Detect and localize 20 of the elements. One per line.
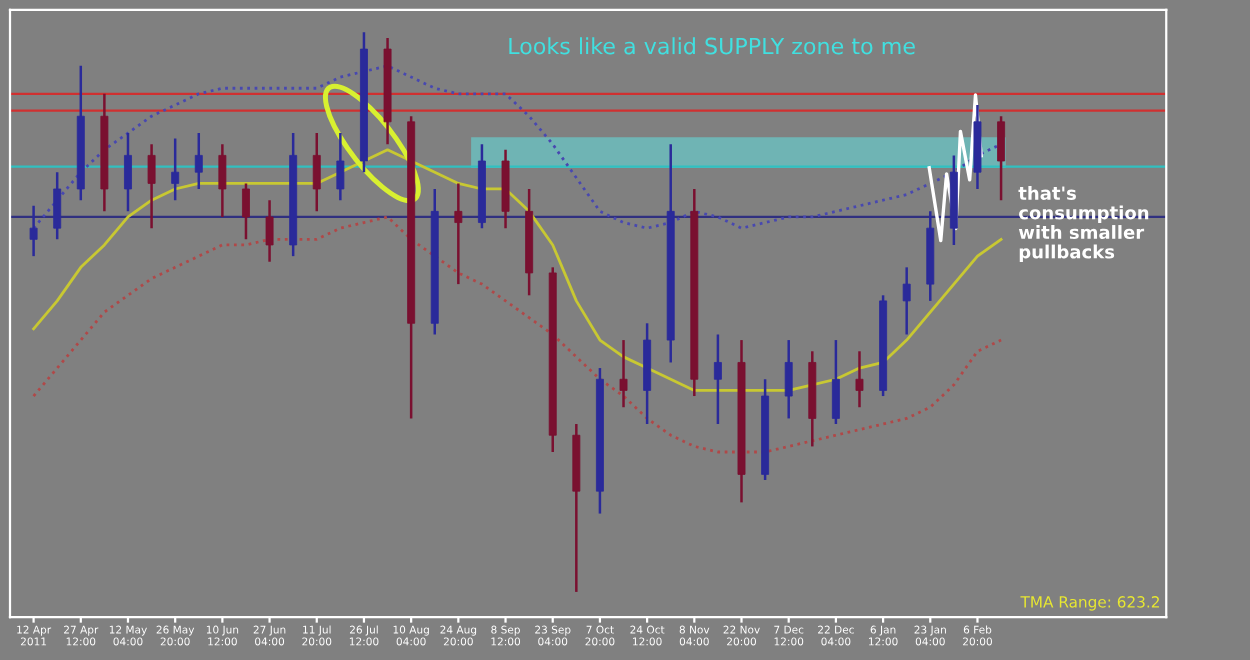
candlestick: [619, 338, 628, 409]
candlestick: [29, 204, 38, 258]
candlestick: [147, 142, 156, 230]
candlestick: [124, 131, 132, 213]
candlestick: [713, 333, 722, 426]
candlestick: [784, 338, 793, 420]
candlestick: [53, 170, 62, 241]
candlestick: [194, 131, 203, 191]
candlestick: [855, 350, 864, 409]
candlestick: [997, 114, 1006, 202]
candlestick: [218, 142, 227, 219]
candlestick: [454, 182, 463, 286]
candlestick: [336, 131, 345, 202]
candlestick: [831, 338, 840, 426]
candlestick: [902, 266, 911, 336]
candlestick: [242, 182, 250, 241]
candlestick: [312, 131, 321, 213]
candlestick: [265, 198, 274, 263]
candlestick: [171, 137, 180, 202]
annotation: Looks like a valid SUPPLY zone to me: [509, 37, 915, 55]
